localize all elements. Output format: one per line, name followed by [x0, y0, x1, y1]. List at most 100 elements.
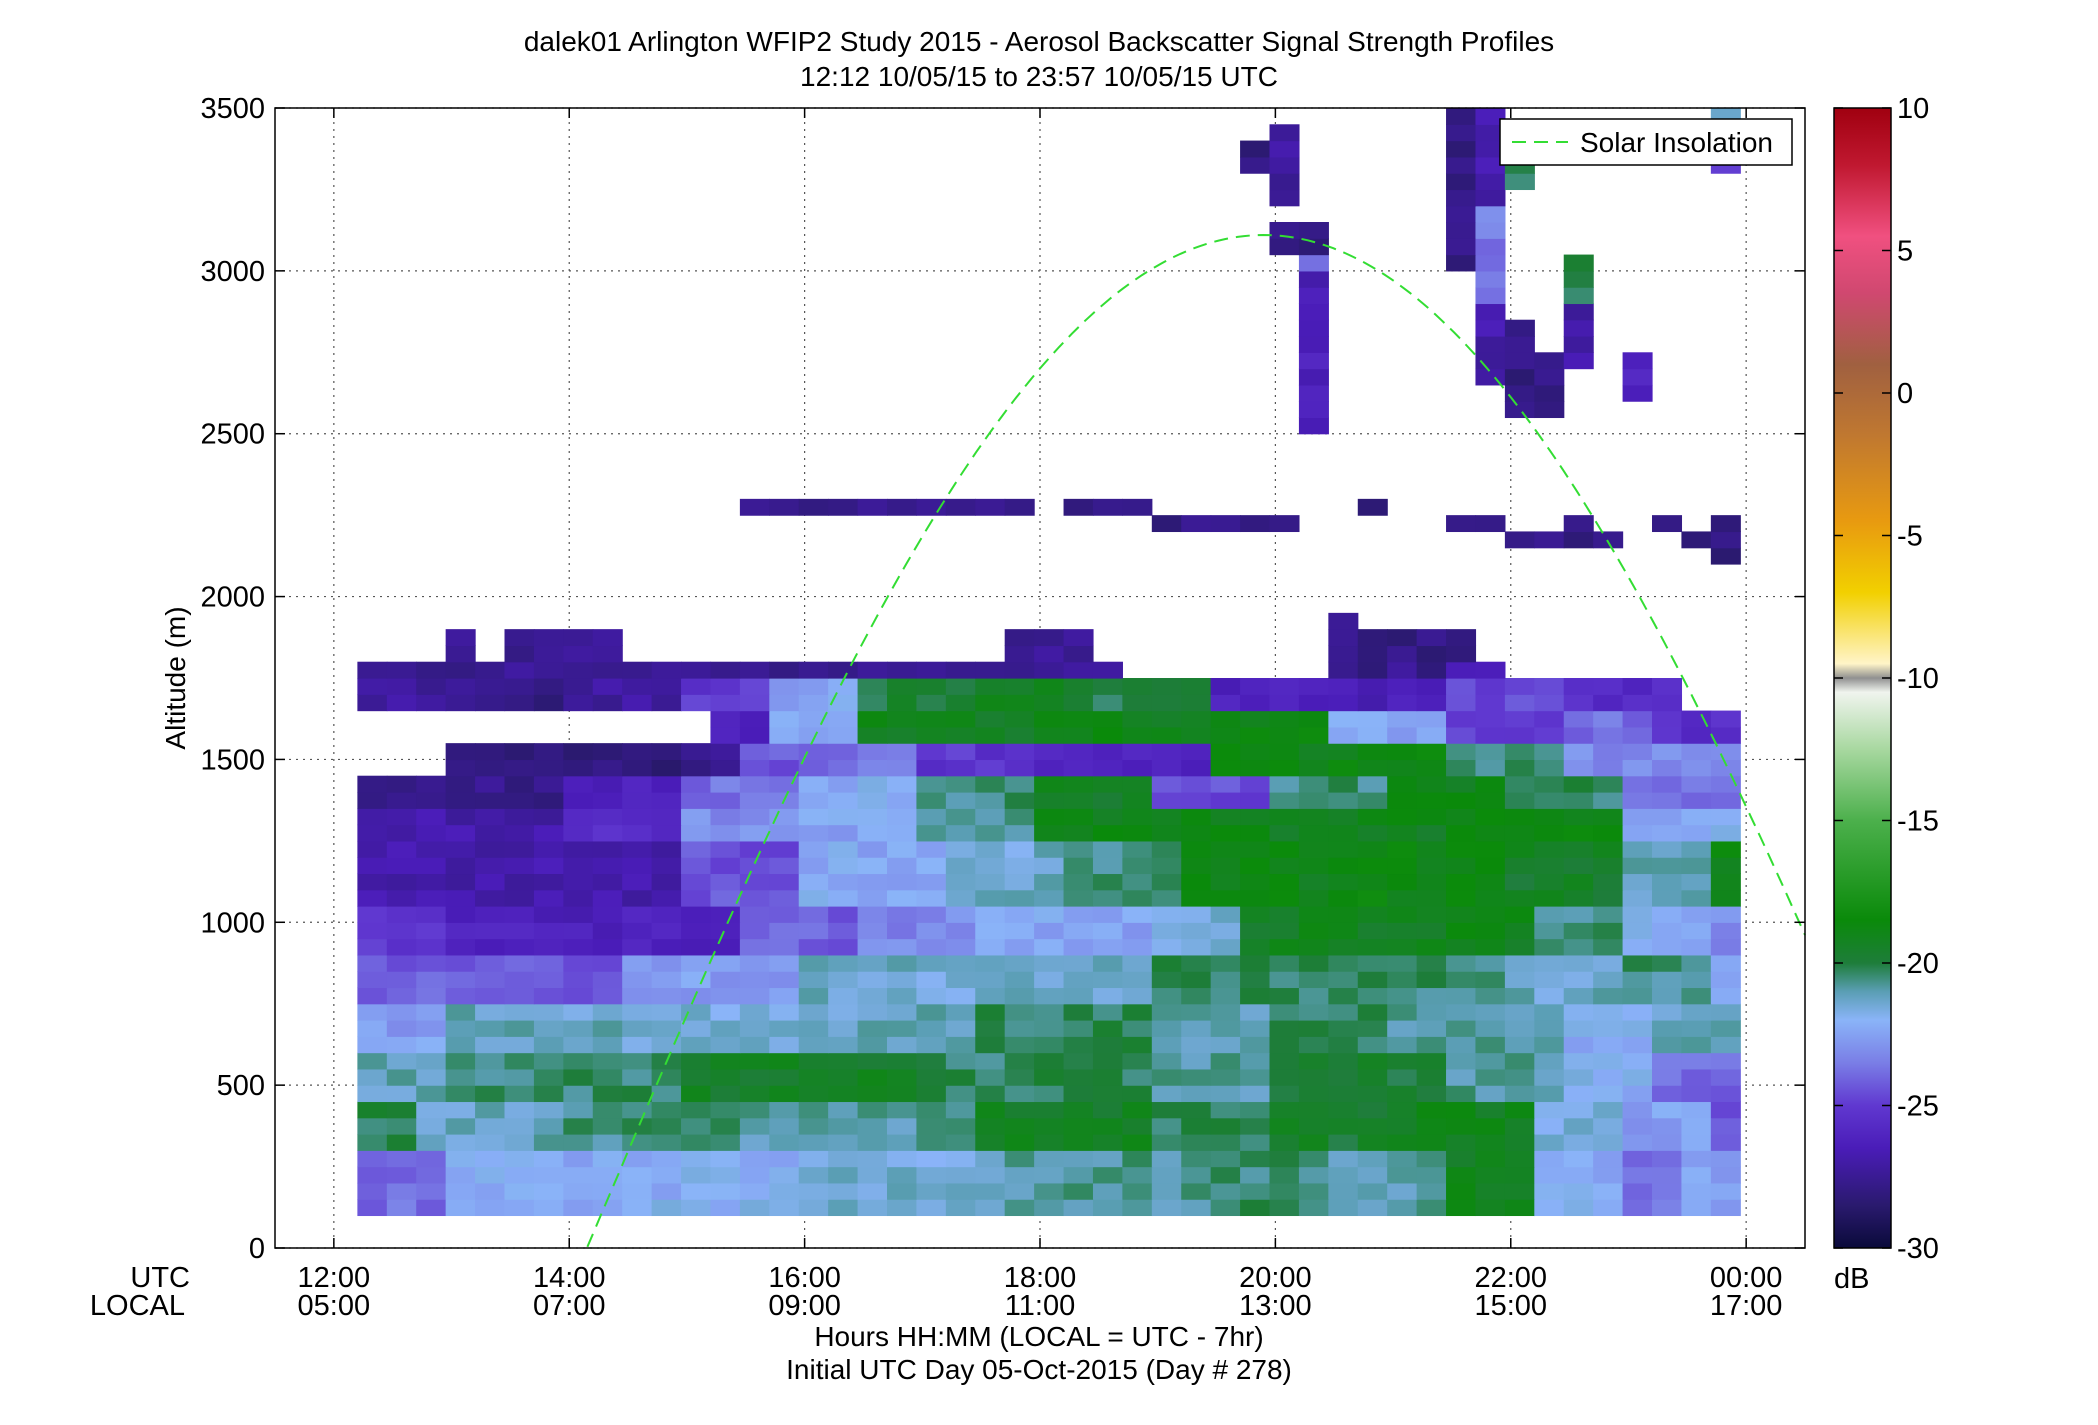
heatmap-cell	[386, 1150, 417, 1168]
heatmap-cell	[857, 938, 888, 956]
heatmap-cell	[1151, 1166, 1182, 1184]
heatmap-cell	[1622, 906, 1653, 923]
heatmap-cell	[1269, 515, 1300, 533]
heatmap-cell	[1681, 971, 1712, 989]
heatmap-cell	[887, 1134, 918, 1151]
heatmap-cell	[651, 1068, 682, 1086]
heatmap-cell	[445, 1134, 476, 1151]
heatmap-cell	[1269, 1052, 1300, 1070]
heatmap-cell	[1593, 1052, 1624, 1070]
heatmap-cell	[887, 498, 918, 516]
heatmap-cell	[1504, 694, 1535, 712]
heatmap-cell	[1269, 987, 1300, 1005]
heatmap-cell	[828, 1117, 859, 1135]
heatmap-cell	[357, 1003, 388, 1021]
heatmap-cell	[1298, 1085, 1329, 1103]
heatmap-cell	[357, 889, 388, 907]
x-tick-label-utc: 14:00	[533, 1262, 606, 1294]
heatmap-cell	[681, 775, 712, 793]
heatmap-cell	[533, 1199, 564, 1217]
heatmap-cell	[1710, 1134, 1741, 1151]
heatmap-cell	[739, 1182, 770, 1200]
heatmap-cell	[1504, 759, 1535, 777]
heatmap-cell	[857, 906, 888, 923]
heatmap-cell	[445, 987, 476, 1005]
heatmap-cell	[1298, 792, 1329, 809]
heatmap-cell	[1004, 906, 1035, 923]
heatmap-cell	[533, 938, 564, 956]
heatmap-cell	[975, 971, 1006, 989]
heatmap-cell	[1710, 1003, 1741, 1021]
heatmap-cell	[1416, 726, 1447, 744]
heatmap-cell	[1357, 971, 1388, 989]
colorbar-tick-label: -30	[1897, 1233, 1939, 1265]
heatmap-cell	[1416, 645, 1447, 663]
heatmap-cell	[1092, 726, 1123, 744]
heatmap-cell	[1210, 515, 1241, 533]
heatmap-cell	[1446, 254, 1477, 272]
heatmap-cell	[1034, 759, 1065, 777]
heatmap-cell	[504, 1134, 535, 1151]
heatmap-cell	[1092, 889, 1123, 907]
heatmap-cell	[1475, 1150, 1506, 1168]
heatmap-cell	[504, 873, 535, 891]
heatmap-cell	[504, 759, 535, 777]
heatmap-cell	[1092, 1052, 1123, 1070]
heatmap-cell	[357, 1150, 388, 1168]
heatmap-cell	[1475, 1101, 1506, 1119]
heatmap-cell	[1652, 1182, 1683, 1200]
heatmap-cell	[386, 954, 417, 972]
heatmap-cell	[1446, 775, 1477, 793]
heatmap-cell	[1004, 1199, 1035, 1217]
heatmap-cell	[798, 792, 829, 809]
heatmap-cell	[1416, 710, 1447, 728]
heatmap-cell	[1092, 710, 1123, 728]
heatmap-cell	[887, 808, 918, 826]
heatmap-cell	[1122, 1020, 1153, 1037]
heatmap-cell	[1210, 678, 1241, 695]
heatmap-cell	[475, 938, 506, 956]
heatmap-cell	[681, 1101, 712, 1119]
heatmap-cell	[1593, 1199, 1624, 1217]
heatmap-cell	[1652, 1117, 1683, 1135]
heatmap-cell	[1652, 792, 1683, 809]
heatmap-cell	[1151, 922, 1182, 940]
colorbar	[1833, 107, 1892, 1249]
x-tick-label-utc: 20:00	[1239, 1262, 1312, 1294]
heatmap-cell	[887, 678, 918, 695]
heatmap-cell	[1387, 987, 1418, 1005]
heatmap-cell	[1387, 1166, 1418, 1184]
heatmap-cell	[1240, 726, 1271, 744]
heatmap-cell	[1387, 938, 1418, 956]
heatmap-cell	[739, 840, 770, 858]
heatmap-cell	[945, 694, 976, 712]
heatmap-cell	[1210, 775, 1241, 793]
heatmap-cell	[739, 1166, 770, 1184]
x-axis-label: Hours HH:MM (LOCAL = UTC - 7hr)	[814, 1321, 1263, 1352]
heatmap-cell	[1563, 287, 1594, 305]
heatmap-cell	[1652, 710, 1683, 728]
heatmap-cell	[1652, 1036, 1683, 1054]
heatmap-cell	[1210, 954, 1241, 972]
heatmap-cell	[416, 661, 447, 679]
heatmap-cell	[828, 1166, 859, 1184]
heatmap-cell	[1269, 775, 1300, 793]
heatmap-cell	[975, 1068, 1006, 1086]
heatmap-cell	[945, 824, 976, 842]
heatmap-cell	[1269, 792, 1300, 809]
heatmap-cell	[1446, 1117, 1477, 1135]
heatmap-cell	[1563, 873, 1594, 891]
heatmap-cell	[1269, 971, 1300, 989]
heatmap-cell	[1004, 889, 1035, 907]
heatmap-cell	[622, 954, 653, 972]
heatmap-cell	[916, 987, 947, 1005]
heatmap-cell	[1387, 1199, 1418, 1217]
heatmap-cell	[739, 694, 770, 712]
heatmap-cell	[1269, 124, 1300, 142]
heatmap-cell	[681, 1085, 712, 1103]
heatmap-cell	[1622, 1150, 1653, 1168]
y-tick-label: 2500	[200, 419, 265, 451]
heatmap-cell	[1622, 824, 1653, 842]
heatmap-cell	[739, 906, 770, 923]
heatmap-cell	[1504, 1117, 1535, 1135]
